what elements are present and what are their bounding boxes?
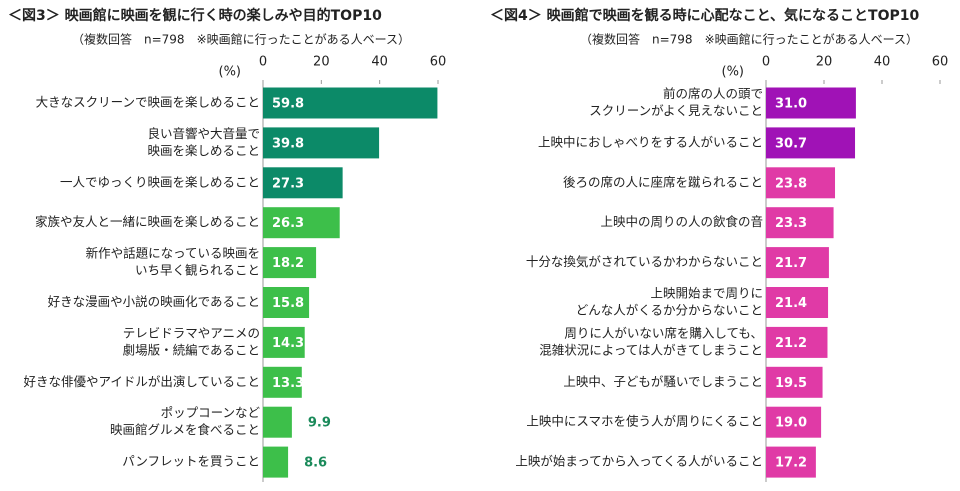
category-label: 上映中におしゃべりをする人がいること <box>538 134 763 149</box>
bar <box>263 127 380 159</box>
bar <box>766 326 828 358</box>
category-label: 上映が始まってから入ってくる人がいること <box>515 454 763 469</box>
category-label: 好きな漫画や小説の映画化であること <box>48 294 260 309</box>
bar <box>263 87 438 119</box>
value-label: 23.3 <box>775 216 807 231</box>
value-label: 18.2 <box>272 256 304 271</box>
value-label: 21.4 <box>775 296 807 311</box>
category-label: 大きなスクリーンで映画を楽しめること <box>36 95 260 110</box>
unit-label: (%) <box>219 65 242 80</box>
category-label: テレビドラマやアニメの <box>123 325 260 340</box>
value-label: 26.3 <box>272 216 304 231</box>
category-label: 前の席の人の頭で <box>663 86 763 101</box>
bar <box>766 287 829 318</box>
value-label: 19.0 <box>775 416 807 431</box>
category-label: 一人でゆっくり映画を楽しめること <box>60 174 260 189</box>
bar <box>766 207 834 239</box>
value-label: 15.8 <box>272 296 304 311</box>
chart-title: ＜図3＞ 映画館に映画を観に行く時の楽しみや目的TOP10 <box>8 7 382 24</box>
category-label: 劇場版・続編であること <box>123 342 260 357</box>
value-label: 59.8 <box>272 97 304 112</box>
value-label: 21.2 <box>775 336 807 351</box>
category-label: 混雑状況によっては人がきてしまうこと <box>539 342 763 357</box>
category-label: 映画館グルメを食べること <box>110 422 260 437</box>
bar <box>263 446 289 478</box>
value-label: 14.3 <box>272 336 304 351</box>
bar <box>766 87 856 119</box>
category-label: 上映開始まで周りに <box>650 286 763 301</box>
value-label: 21.7 <box>775 256 807 271</box>
category-label: どんな人がくるか分からないこと <box>576 303 763 318</box>
bar <box>263 406 292 438</box>
value-label: 39.8 <box>272 136 304 151</box>
bar <box>263 247 317 279</box>
bar <box>766 446 816 478</box>
bar <box>263 326 305 358</box>
x-tick-label: 20 <box>313 55 330 70</box>
category-label: スクリーンがよく見えないこと <box>589 103 763 118</box>
chart-subtitle: （複数回答 n=798 ※映画館に行ったことがある人ベース） <box>580 32 918 47</box>
value-label: 30.7 <box>775 136 807 151</box>
bar <box>263 366 302 398</box>
x-tick-label: 60 <box>430 55 447 70</box>
x-tick-label: 40 <box>874 55 891 70</box>
bar <box>263 287 310 318</box>
value-label: 13.3 <box>272 376 304 391</box>
category-label: パンフレットを買うこと <box>122 454 260 469</box>
value-label: 9.9 <box>308 416 331 431</box>
x-tick-label: 20 <box>816 55 833 70</box>
chart-title: ＜図4＞ 映画館で映画を観る時に心配なこと、気になることTOP10 <box>490 7 920 24</box>
value-label: 23.8 <box>775 176 807 191</box>
category-label: 後ろの席の人に座席を蹴られること <box>563 174 763 189</box>
bar <box>766 406 822 438</box>
category-label: 十分な換気がされているかわからないこと <box>526 254 763 269</box>
x-tick-label: 0 <box>259 55 267 70</box>
category-label: 家族や友人と一緒に映画を楽しめること <box>35 214 260 229</box>
chart-subtitle: （複数回答 n=798 ※映画館に行ったことがある人ベース） <box>72 32 410 47</box>
category-label: 映画を楽しめること <box>147 143 260 158</box>
category-label: 周りに人がいない席を購入しても、 <box>564 325 763 340</box>
value-label: 19.5 <box>775 376 807 391</box>
category-label: 上映中にスマホを使う人が周りにくること <box>526 414 763 429</box>
category-label: 好きな俳優やアイドルが出演していること <box>23 374 260 389</box>
value-label: 27.3 <box>272 176 304 191</box>
category-label: 新作や話題になっている映画を <box>86 246 260 261</box>
x-tick-label: 60 <box>932 55 949 70</box>
bar <box>766 247 829 279</box>
x-tick-label: 0 <box>762 55 770 70</box>
value-label: 8.6 <box>304 456 327 471</box>
category-label: 上映中、子どもが騒いでしまうこと <box>563 374 763 389</box>
bar <box>766 127 856 159</box>
bar <box>263 167 343 199</box>
value-label: 17.2 <box>775 456 807 471</box>
category-label: 上映中の周りの人の飲食の音 <box>600 214 763 229</box>
category-label: ポップコーンなど <box>161 405 261 420</box>
bar <box>263 207 340 239</box>
x-tick-label: 40 <box>371 55 388 70</box>
bar <box>766 167 836 199</box>
bar <box>766 366 823 398</box>
category-label: 良い音響や大音量で <box>147 126 260 141</box>
category-label: いち早く観られること <box>135 263 260 278</box>
value-label: 31.0 <box>775 97 807 112</box>
unit-label: (%) <box>722 65 745 80</box>
